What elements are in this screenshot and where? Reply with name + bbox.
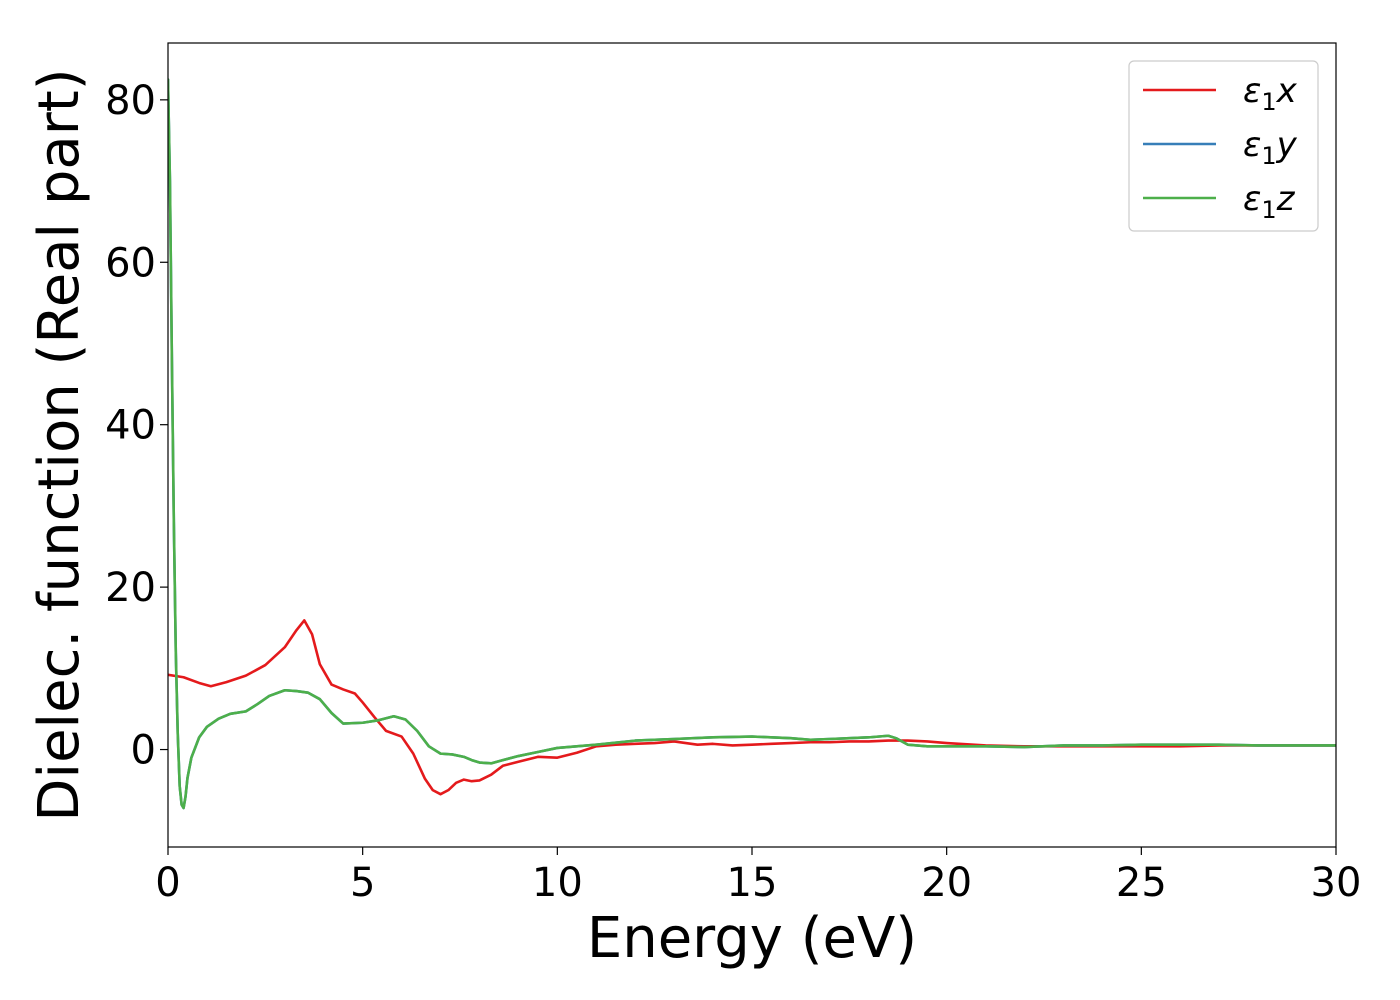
y-tick-label: 60 [105,240,156,286]
legend-label-z: ε1z [1243,179,1296,224]
y-axis: 0 20 40 60 80 [105,78,168,774]
legend: ε1x ε1y ε1z [1128,60,1319,232]
y-tick-label: 40 [105,403,156,449]
x-tick-label: 25 [1116,860,1167,906]
y-axis-label: Dielec. function (Real part) [27,68,92,821]
x-axis-label: Energy (eV) [587,906,917,971]
legend-box [1128,60,1319,232]
y-tick-label: 0 [131,728,156,774]
series-line-x [168,619,1336,796]
legend-label-x: ε1x [1243,71,1298,116]
legend-label-y: ε1y [1243,125,1298,170]
y-tick-label: 20 [105,565,156,611]
x-tick-label: 5 [350,860,375,906]
x-tick-label: 10 [532,860,583,906]
series-layer [168,78,1336,810]
x-tick-label: 20 [921,860,972,906]
x-axis: 0 5 10 15 20 25 30 [155,847,1361,906]
x-tick-label: 15 [727,860,778,906]
x-tick-label: 0 [155,860,180,906]
x-tick-label: 30 [1311,860,1362,906]
series-line-z [168,78,1336,810]
y-tick-label: 80 [105,78,156,124]
